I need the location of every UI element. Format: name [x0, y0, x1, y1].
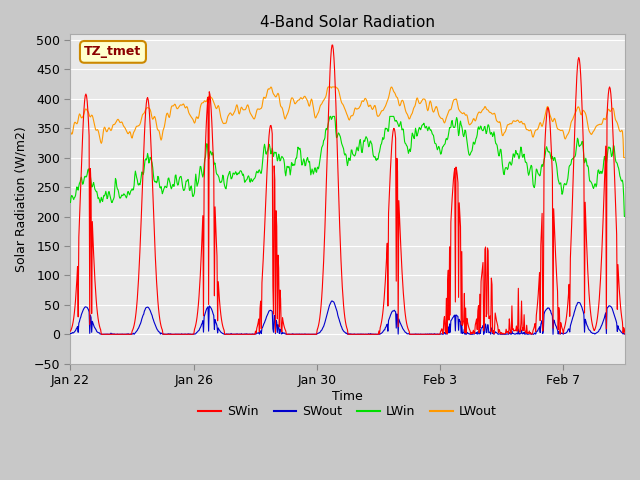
Y-axis label: Solar Radiation (W/m2): Solar Radiation (W/m2) — [15, 126, 28, 272]
Title: 4-Band Solar Radiation: 4-Band Solar Radiation — [260, 15, 435, 30]
X-axis label: Time: Time — [332, 390, 363, 403]
Legend: SWin, SWout, LWin, LWout: SWin, SWout, LWin, LWout — [193, 400, 502, 423]
Text: TZ_tmet: TZ_tmet — [84, 46, 141, 59]
